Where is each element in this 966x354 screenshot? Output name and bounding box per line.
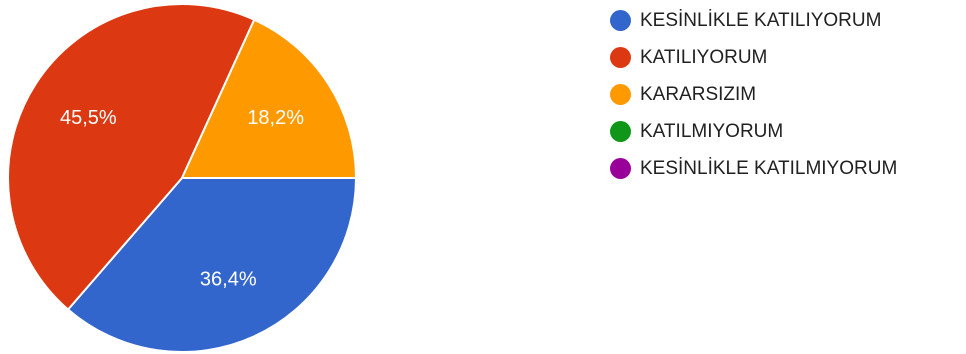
pie-slice-kesinlikle-katiliyorum[interactable]	[66, 177, 358, 353]
legend-label: KESİNLİKLE KATILMIYORUM	[640, 157, 898, 179]
chart-legend: KESİNLİKLE KATILIYORUM KATILIYORUM KARARSI…	[610, 2, 897, 187]
slice-label-kararsizim: 18,2%	[247, 107, 304, 129]
legend-item-katilmiyorum[interactable]: KATILMIYORUM	[610, 113, 897, 150]
legend-item-katiliyorum[interactable]: KATILIYORUM	[610, 39, 897, 76]
legend-item-kararsizim[interactable]: KARARSIZIM	[610, 76, 897, 113]
slice-label-kesinlikle-katiliyorum: 36,4%	[200, 268, 257, 290]
pie-slice-katiliyorum[interactable]	[7, 3, 256, 311]
legend-swatch-icon	[610, 47, 631, 68]
legend-swatch-icon	[610, 84, 631, 105]
legend-swatch-icon	[610, 121, 631, 142]
pie-slice-kararsizim[interactable]	[180, 18, 358, 179]
legend-item-kesinlikle-katilmiyorum[interactable]: KESİNLİKLE KATILMIYORUM	[610, 150, 897, 187]
legend-label: KATILIYORUM	[640, 46, 768, 68]
legend-label: KESİNLİKLE KATILIYORUM	[640, 9, 882, 31]
legend-swatch-icon	[610, 10, 631, 31]
slice-label-katiliyorum: 45,5%	[60, 107, 117, 129]
legend-swatch-icon	[610, 158, 631, 179]
legend-item-kesinlikle-katiliyorum[interactable]: KESİNLİKLE KATILIYORUM	[610, 2, 897, 39]
legend-label: KATILMIYORUM	[640, 120, 784, 142]
legend-label: KARARSIZIM	[640, 83, 757, 105]
